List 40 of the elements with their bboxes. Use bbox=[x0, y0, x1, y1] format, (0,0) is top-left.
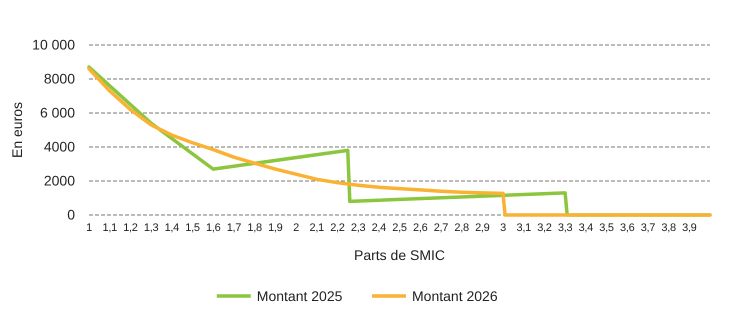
legend-label: Montant 2025 bbox=[256, 288, 343, 304]
x-tick-label: 3,5 bbox=[599, 222, 614, 234]
x-tick-label: 3,3 bbox=[558, 222, 572, 234]
y-tick-label: 6 000 bbox=[40, 104, 76, 120]
y-tick-label: 4000 bbox=[44, 138, 76, 154]
x-tick-label: 3,1 bbox=[516, 222, 532, 234]
x-tick-label: 3 bbox=[500, 222, 506, 234]
x-tick-label: 3,8 bbox=[661, 222, 676, 234]
x-tick-label: 1,9 bbox=[268, 222, 283, 234]
x-tick-label: 1,1 bbox=[102, 222, 118, 234]
x-tick-label: 1,2 bbox=[123, 222, 138, 234]
x-tick-label: 3,6 bbox=[620, 222, 635, 234]
x-tick-label: 1,6 bbox=[206, 222, 221, 234]
y-tick-label: 0 bbox=[67, 206, 76, 222]
x-tick-label: 1,7 bbox=[226, 222, 242, 234]
y-tick-label: 2000 bbox=[44, 172, 76, 188]
legend-label: Montant 2026 bbox=[412, 288, 498, 304]
x-tick-label: 1,3 bbox=[144, 222, 158, 234]
x-tick-label: 2,4 bbox=[372, 222, 386, 234]
x-tick-label: 3,7 bbox=[640, 222, 656, 234]
x-tick-label: 3,9 bbox=[682, 222, 697, 234]
x-tick-label: 2,3 bbox=[350, 222, 366, 234]
x-tick-label: 2 bbox=[293, 222, 300, 234]
x-tick-label: 1,4 bbox=[164, 222, 180, 234]
x-tick-label: 2,6 bbox=[412, 222, 428, 234]
y-tick-label: 8000 bbox=[44, 70, 76, 86]
x-tick-label: 2,8 bbox=[454, 222, 469, 234]
x-tick-label: 1,5 bbox=[185, 222, 200, 234]
x-tick-label: 3,2 bbox=[537, 222, 552, 234]
x-tick-label: 2,5 bbox=[392, 222, 407, 234]
x-tick-label: 1 bbox=[86, 222, 92, 234]
x-tick-label: 2,2 bbox=[330, 222, 345, 234]
y-tick-label: 10 000 bbox=[32, 36, 76, 52]
x-tick-label: 3,4 bbox=[578, 222, 594, 234]
x-tick-label: 2,1 bbox=[309, 222, 324, 234]
x-tick-label: 2,7 bbox=[434, 222, 448, 234]
x-tick-label: 1,8 bbox=[247, 222, 262, 234]
x-axis-title: Parts de SMIC bbox=[354, 247, 446, 263]
x-tick-label: 2,9 bbox=[475, 222, 490, 234]
y-axis-title: En euros bbox=[9, 102, 25, 158]
